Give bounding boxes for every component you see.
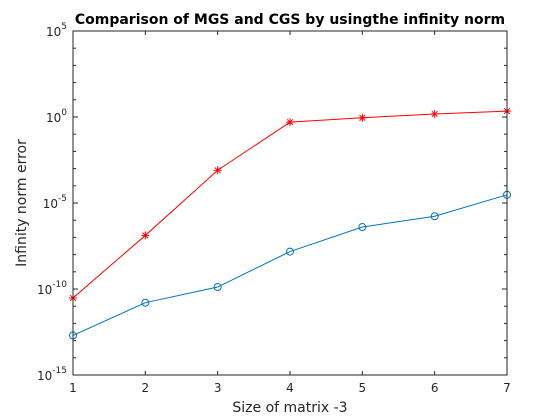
y-tick-label: 10-10 bbox=[37, 280, 67, 297]
data-point bbox=[430, 212, 439, 221]
y-tick-label: 100 bbox=[46, 108, 67, 125]
chart-title: Comparison of MGS and CGS by usingthe in… bbox=[75, 12, 505, 28]
data-point bbox=[358, 113, 367, 122]
data-point bbox=[358, 223, 367, 232]
y-tick-label: 105 bbox=[46, 22, 67, 39]
x-tick-label: 1 bbox=[69, 381, 77, 395]
x-tick-label: 7 bbox=[503, 381, 511, 395]
ticks-layer: 1 2 3 4 5 6 7 10-15 10-10 10-5 100 105 bbox=[37, 22, 511, 395]
x-tick-label: 6 bbox=[431, 381, 439, 395]
x-tick-label: 3 bbox=[214, 381, 222, 395]
x-tick-label: 5 bbox=[359, 381, 367, 395]
data-point bbox=[141, 298, 150, 307]
x-axis-label: Size of matrix -3 bbox=[232, 400, 347, 416]
x-tick-label: 2 bbox=[142, 381, 150, 395]
data-point bbox=[213, 166, 222, 175]
x-tick-label: 4 bbox=[286, 381, 294, 395]
y-tick-label: 10-5 bbox=[43, 194, 67, 211]
series-line-2 bbox=[72, 194, 508, 336]
data-point bbox=[213, 283, 222, 292]
y-tick-label: 10-15 bbox=[37, 366, 67, 383]
data-point bbox=[141, 231, 150, 240]
data-point bbox=[286, 247, 294, 256]
y-axis-label: Infinity norm error bbox=[14, 139, 30, 267]
data-point bbox=[430, 109, 439, 118]
data-point bbox=[286, 118, 294, 127]
plot-area bbox=[73, 31, 507, 375]
